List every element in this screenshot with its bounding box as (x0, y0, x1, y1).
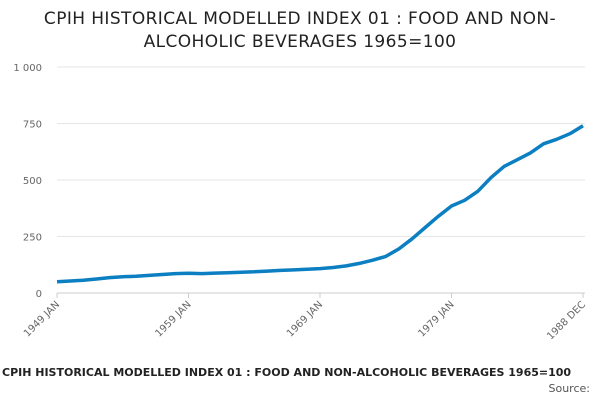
x-tick-label: 1959 JAN (154, 299, 194, 339)
y-tick-label: 750 (23, 120, 42, 131)
y-tick-label: 0 (36, 289, 42, 300)
y-tick-label: 250 (23, 233, 42, 244)
x-tick-label: 1969 JAN (285, 299, 325, 339)
y-tick-label: 500 (23, 176, 42, 187)
data-line (56, 124, 584, 284)
chart-title: CPIH HISTORICAL MODELLED INDEX 01 : FOOD… (43, 9, 557, 52)
source: Source: (548, 382, 591, 395)
y-tick-label: 1 000 (13, 63, 42, 74)
x-tick-label: 1988 DEC (545, 299, 588, 342)
x-tick-label: 1979 JAN (417, 299, 457, 339)
x-tick-label: 1949 JAN (22, 299, 62, 339)
caption: CPIH HISTORICAL MODELLED INDEX 01 : FOOD… (2, 366, 572, 379)
